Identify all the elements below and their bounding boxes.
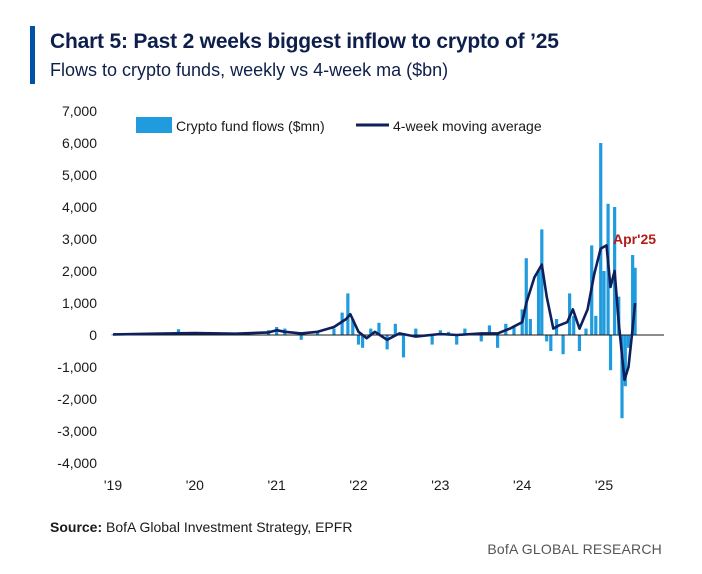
flow-bar: [414, 328, 418, 335]
y-tick-label: 3,000: [62, 231, 97, 247]
brand-footer: BofA GLOBAL RESEARCH: [487, 541, 662, 557]
y-tick-label: 6,000: [62, 135, 97, 151]
flow-bar: [549, 335, 553, 351]
flow-bar: [299, 335, 303, 340]
flow-bar: [346, 293, 350, 335]
source-text: BofA Global Investment Strategy, EPFR: [106, 519, 353, 535]
flow-bar: [438, 330, 442, 335]
flow-bar: [536, 271, 541, 335]
flow-bar: [633, 267, 637, 335]
flow-bar: [608, 335, 613, 371]
flow-bar: [455, 335, 459, 345]
flow-bar: [356, 335, 361, 345]
flow-bar: [385, 335, 389, 350]
y-tick-label: 5,000: [62, 167, 97, 183]
y-tick-label: 2,000: [62, 263, 97, 279]
title-accent-bar: [30, 26, 35, 84]
flow-bar: [602, 271, 606, 335]
flow-bar: [463, 328, 467, 335]
x-tick-label: '19: [104, 477, 122, 493]
y-tick-label: 4,000: [62, 199, 97, 215]
flow-bar: [599, 143, 603, 335]
moving-average-line: [112, 244, 637, 382]
flow-bar: [332, 328, 336, 335]
legend-label-line: 4-week moving average: [393, 118, 542, 134]
flow-bar: [496, 335, 500, 348]
flow-bar: [572, 315, 576, 335]
flow-bar: [377, 322, 381, 335]
flow-bar: [540, 229, 544, 335]
legend-swatch-bars: [136, 117, 172, 133]
flow-bar: [360, 335, 365, 348]
flow-bar: [430, 335, 434, 345]
x-tick-label: '23: [431, 477, 449, 493]
y-tick-label: 1,000: [62, 295, 97, 311]
x-tick-label: '21: [268, 477, 286, 493]
y-tick-label: 7,000: [62, 103, 97, 119]
source-label: Source:: [50, 519, 103, 535]
y-tick-label: 0: [89, 327, 97, 343]
source-note: Source: BofA Global Investment Strategy,…: [50, 519, 352, 535]
flow-bar: [512, 325, 516, 335]
chart-title: Chart 5: Past 2 weeks biggest inflow to …: [50, 30, 559, 53]
chart-subtitle: Flows to crypto funds, weekly vs 4-week …: [50, 60, 449, 80]
flow-bar: [351, 319, 355, 335]
y-tick-label: -3,000: [57, 423, 97, 439]
y-tick-label: -1,000: [57, 359, 97, 375]
flow-bar: [620, 335, 624, 419]
flow-bar: [561, 335, 565, 355]
x-tick-label: '22: [349, 477, 367, 493]
flow-bar: [401, 335, 406, 358]
flow-bar: [594, 315, 598, 335]
legend-label-bars: Crypto fund flows ($mn): [176, 118, 325, 134]
flow-bar: [487, 325, 492, 335]
annotation-apr25: Apr'25: [613, 231, 656, 247]
flow-bar: [340, 312, 344, 335]
x-tick-label: '20: [186, 477, 204, 493]
flow-bar: [369, 328, 373, 335]
flow-bar: [626, 335, 631, 348]
x-tick-label: '25: [595, 477, 613, 493]
y-tick-label: -4,000: [57, 455, 97, 471]
flow-bar: [393, 323, 397, 335]
flow-bar: [528, 319, 532, 335]
flow-bar: [623, 335, 627, 387]
x-tick-label: '24: [513, 477, 531, 493]
flow-bar: [631, 255, 635, 335]
y-tick-label: -2,000: [57, 391, 97, 407]
flow-bar: [524, 258, 528, 335]
flow-bar: [479, 335, 483, 342]
flow-bar: [545, 335, 549, 342]
flow-bar: [584, 328, 588, 335]
flow-bar: [577, 335, 582, 351]
